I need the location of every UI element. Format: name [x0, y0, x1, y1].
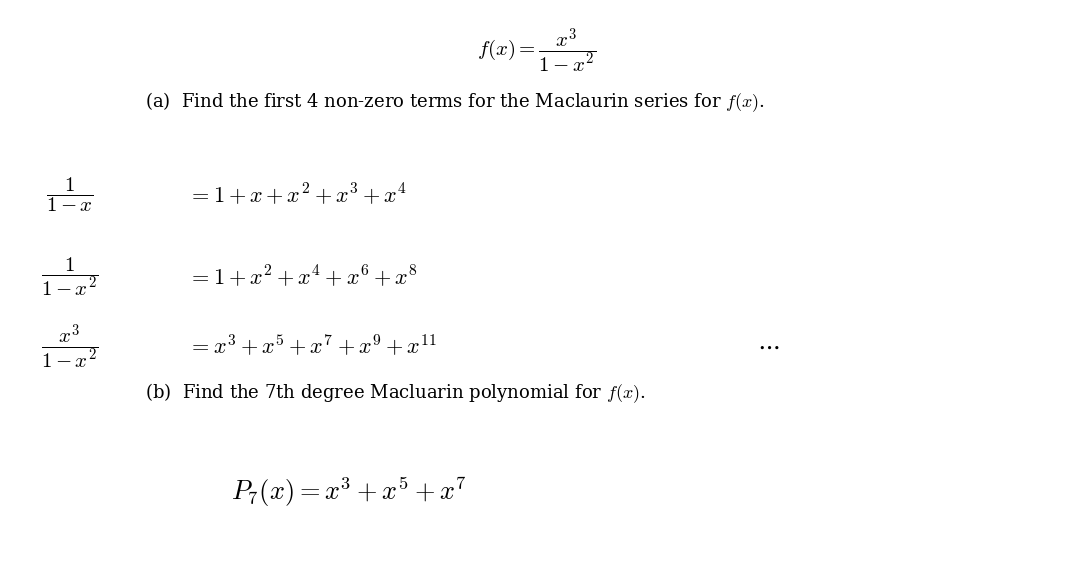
Text: $= 1 + x^2 + x^4 + x^6 + x^8$: $= 1 + x^2 + x^4 + x^6 + x^8$ [188, 264, 418, 289]
Text: $P_7(x) = x^3 + x^5 + x^7$: $P_7(x) = x^3 + x^5 + x^7$ [231, 475, 467, 509]
Text: $\dfrac{1}{1-x^2}$: $\dfrac{1}{1-x^2}$ [41, 255, 99, 297]
Text: $\dfrac{x^3}{1-x^2}$: $\dfrac{x^3}{1-x^2}$ [41, 322, 99, 371]
Text: $\dfrac{1}{1-x}$: $\dfrac{1}{1-x}$ [46, 176, 93, 214]
Text: (a)  Find the first 4 non-zero terms for the Maclaurin series for $f(x)$.: (a) Find the first 4 non-zero terms for … [145, 90, 765, 114]
Text: (b)  Find the 7th degree Macluarin polynomial for $f(x)$.: (b) Find the 7th degree Macluarin polyno… [145, 381, 645, 405]
Text: $= x^3 + x^5 + x^7 + x^9 + x^{11}$: $= x^3 + x^5 + x^7 + x^9 + x^{11}$ [188, 333, 437, 359]
Text: $= 1 + x + x^2 + x^3 + x^4$: $= 1 + x + x^2 + x^3 + x^4$ [188, 182, 407, 208]
Text: $\cdots$: $\cdots$ [757, 335, 780, 358]
Text: $f(x) = \dfrac{x^3}{1 - x^2}$: $f(x) = \dfrac{x^3}{1 - x^2}$ [477, 26, 597, 74]
